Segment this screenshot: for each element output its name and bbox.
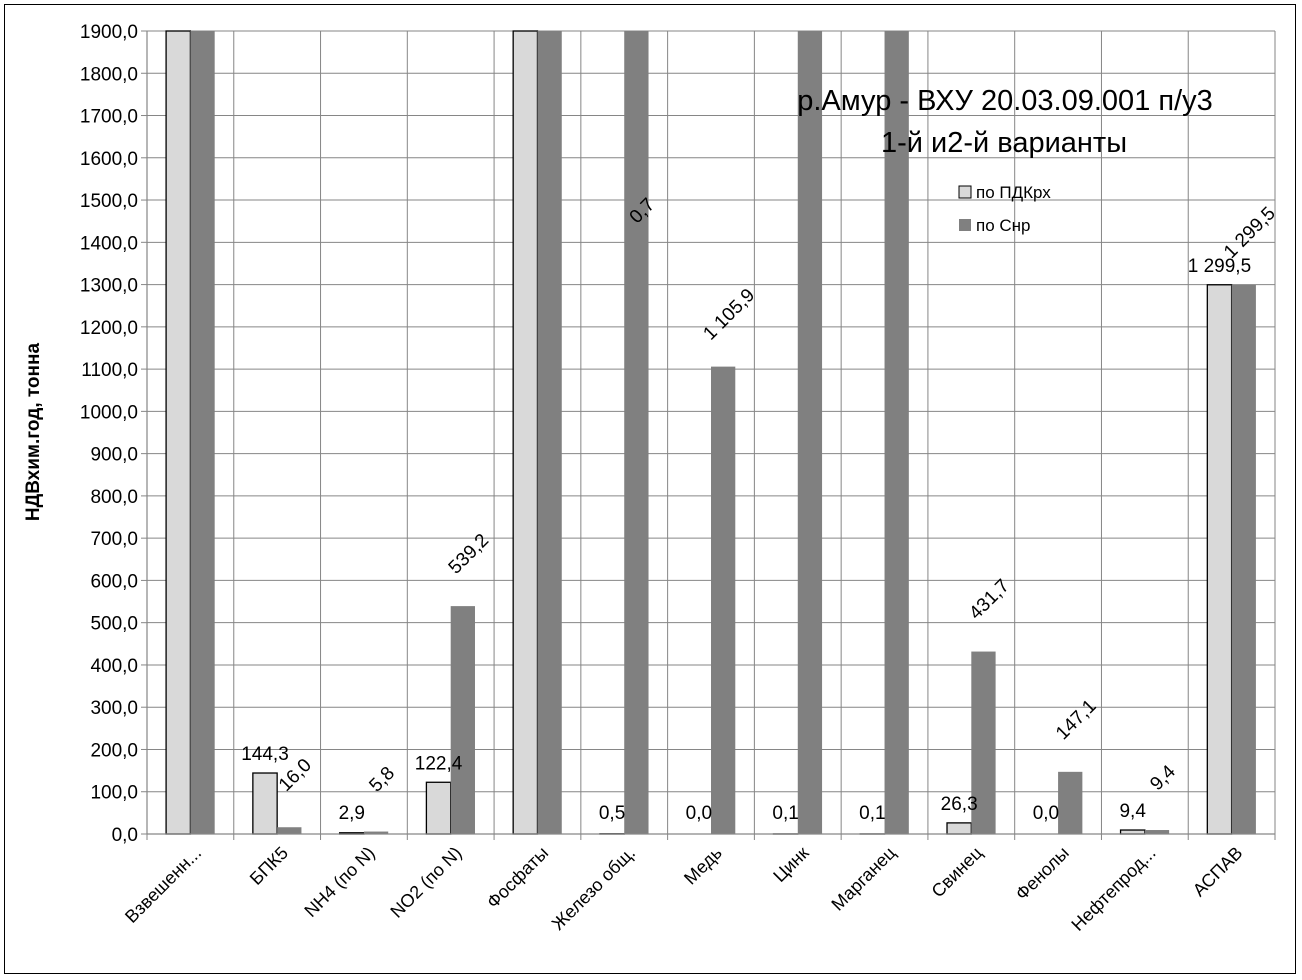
data-label-pdk: 2,9: [339, 803, 365, 824]
x-tick-labels: Взвешенн... БПК5 NH4 (по N) NO2 (по N) Фосфа…: [121, 843, 1246, 935]
data-label-pdk: 1 299,5: [1188, 256, 1251, 277]
bar-pdk: [426, 782, 450, 834]
y-tick-label: 800,0: [90, 487, 138, 508]
x-tick-label: БПК5: [246, 843, 292, 889]
data-label-pdk: 144,3: [241, 744, 289, 765]
data-label-snr: 539,2: [445, 530, 493, 578]
x-tick-label: АСПАВ: [1189, 843, 1247, 901]
y-tick-label: 500,0: [90, 614, 138, 635]
y-tick-label: 1400,0: [80, 233, 138, 254]
x-tick-label: Марганец: [827, 843, 899, 915]
y-tick-label: 600,0: [90, 571, 138, 592]
data-label-pdk: 0,1: [859, 803, 885, 824]
y-tick-label: 1500,0: [80, 191, 138, 212]
data-label-snr: 431,7: [965, 575, 1013, 623]
data-label-pdk: 0,0: [686, 803, 712, 824]
bar-snr: [451, 606, 475, 834]
bar-pdk: [947, 823, 971, 834]
data-label-snr: 9,4: [1146, 761, 1180, 795]
y-axis-label: НДВхим.год, тонна: [23, 343, 44, 522]
x-tick-label: NO2 (по N): [386, 843, 465, 922]
y-tick-label: 1800,0: [80, 64, 138, 85]
y-tick-label: 400,0: [90, 656, 138, 677]
x-tick-label: NH4 (по N): [300, 843, 378, 921]
x-tick-label: Фосфаты: [483, 843, 553, 913]
y-tick-label: 1100,0: [81, 360, 138, 381]
y-tick-label: 1600,0: [80, 149, 138, 170]
bar-snr: [537, 31, 561, 834]
legend-swatch-pdk: [959, 186, 971, 198]
legend: по ПДКрх по Снр: [959, 183, 1051, 235]
bar-snr: [190, 31, 214, 834]
x-tick-label: Медь: [680, 843, 726, 889]
y-tick-label: 0,0: [112, 825, 138, 846]
y-tick-label: 100,0: [90, 783, 138, 804]
bar-snr: [277, 827, 301, 834]
bar-snr: [798, 31, 822, 834]
data-label-pdk: 9,4: [1119, 801, 1146, 822]
x-tick-label: Нефтепрод...: [1067, 843, 1159, 935]
x-tick-label: Свинец: [928, 843, 987, 902]
bar-pdk: [253, 773, 277, 834]
chart-title-line2: 1-й и2-й варианты: [881, 127, 1127, 159]
bar-pdk: [513, 31, 537, 834]
y-tick-label: 700,0: [90, 529, 138, 550]
bar-snr: [624, 31, 648, 834]
legend-swatch-snr: [959, 219, 971, 231]
y-tick-label: 300,0: [90, 698, 138, 719]
x-tick-label: Фенолы: [1012, 843, 1073, 904]
x-tick-label: Взвешенн...: [121, 843, 205, 927]
y-tick-label: 1000,0: [80, 402, 138, 423]
y-tick-label: 1300,0: [80, 276, 138, 297]
y-tick-label: 1200,0: [80, 318, 138, 339]
chart-title-line1: р.Амур - ВХУ 20.03.09.001 п/у3: [797, 85, 1213, 117]
data-label-pdk: 122,4: [415, 753, 463, 774]
y-tick-label: 1700,0: [80, 107, 138, 128]
data-label-snr: 1 299,5: [1220, 203, 1280, 263]
legend-label-pdk: по ПДКрх: [976, 183, 1051, 202]
y-tick-label: 1900,0: [80, 22, 138, 43]
bar-pdk: [166, 31, 190, 834]
data-label-pdk: 0,1: [772, 803, 798, 824]
data-label-snr: 1 105,9: [699, 285, 759, 345]
legend-label-snr: по Снр: [976, 216, 1031, 235]
bar-snr: [1058, 772, 1082, 834]
bar-snr: [711, 367, 735, 834]
y-tick-label: 900,0: [90, 445, 138, 466]
data-label-pdk: 0,0: [1033, 803, 1059, 824]
data-label-pdk: 26,3: [941, 794, 978, 815]
data-label-snr: 147,1: [1052, 696, 1100, 744]
y-tick-labels: 0,0 100,0 200,0 300,0 400,0 500,0 600,0 700,0 80…: [80, 22, 138, 846]
y-tick-label: 200,0: [90, 740, 138, 761]
x-tick-label: Железо общ.: [548, 843, 639, 934]
bar-pdk: [1207, 285, 1231, 834]
x-tick-label: Цинк: [769, 843, 812, 886]
bar-snr: [1232, 285, 1256, 834]
data-label-pdk: 0,5: [599, 803, 625, 824]
